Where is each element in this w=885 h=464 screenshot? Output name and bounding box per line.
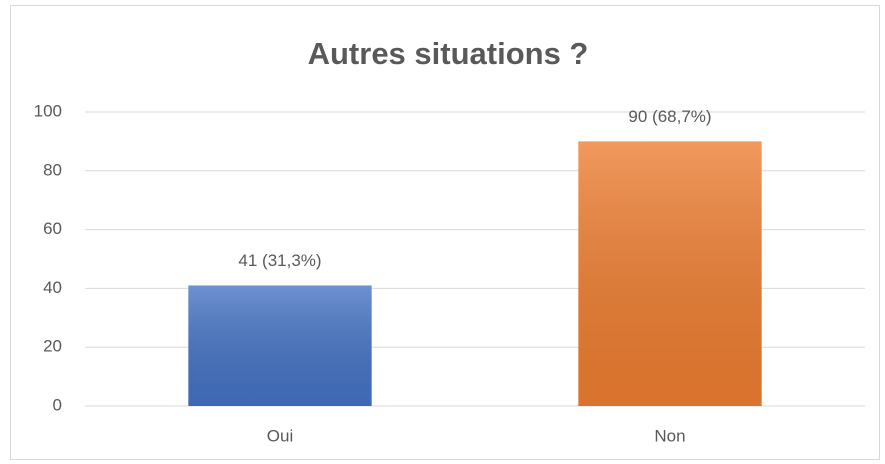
y-tick-label: 60	[43, 219, 62, 238]
y-tick-label: 100	[34, 101, 62, 120]
x-tick-label: Non	[654, 426, 685, 445]
chart-title: Autres situations ?	[308, 36, 589, 71]
y-tick-label: 40	[43, 278, 62, 297]
value-label: 90 (68,7%)	[628, 107, 711, 126]
x-tick-label: Oui	[267, 426, 293, 445]
bar	[578, 141, 762, 406]
y-tick-label: 80	[43, 160, 62, 179]
y-tick-label: 20	[43, 337, 62, 356]
bar	[188, 285, 372, 406]
y-tick-label: 0	[53, 395, 62, 414]
value-label: 41 (31,3%)	[238, 251, 321, 270]
